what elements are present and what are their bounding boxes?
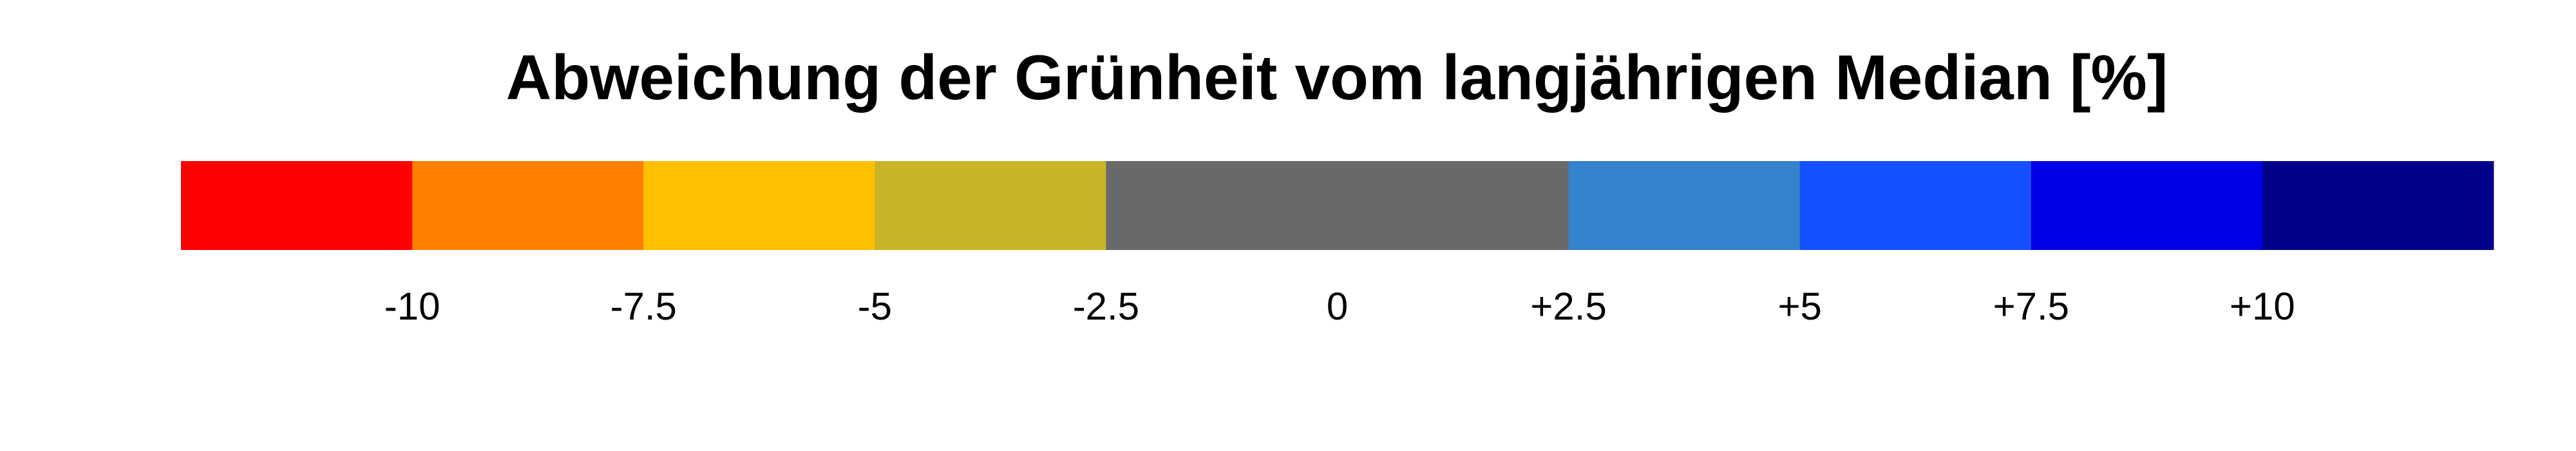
x-tick-label: -5 xyxy=(858,285,892,328)
x-tick-label: 0 xyxy=(1327,285,1348,328)
x-tick-label: +5 xyxy=(1777,285,1821,328)
x-tick-label: +7.5 xyxy=(1993,285,2069,328)
color-segment xyxy=(1106,161,1569,250)
x-tick-label: -7.5 xyxy=(611,285,677,328)
color-segment xyxy=(1568,161,1801,250)
color-segment xyxy=(181,161,413,250)
color-segment xyxy=(875,161,1106,250)
color-segment xyxy=(2262,161,2494,250)
chart-title: Abweichung der Grünheit vom langjährigen… xyxy=(506,42,2168,113)
color-segment xyxy=(643,161,875,250)
x-tick-label: +10 xyxy=(2230,285,2295,328)
x-tick-label: +2.5 xyxy=(1530,285,1606,328)
color-segment xyxy=(2031,161,2263,250)
x-tick-label: -2.5 xyxy=(1073,285,1139,328)
color-segment xyxy=(412,161,644,250)
x-tick-label: -10 xyxy=(384,285,440,328)
color-segment xyxy=(1799,161,2032,250)
